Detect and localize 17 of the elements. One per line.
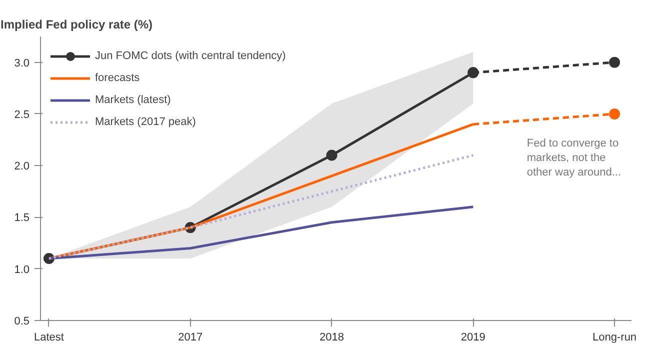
- chart-title: Implied Fed policy rate (%): [0, 18, 153, 32]
- legend-label: Jun FOMC dots (with central tendency): [95, 50, 286, 62]
- y-tick-label: 0.5: [14, 316, 30, 328]
- y-tick-label: 3.0: [14, 57, 30, 70]
- legend-label: forecasts: [95, 72, 140, 84]
- x-tick-label: 2018: [320, 332, 344, 344]
- y-tick-label: 2.0: [14, 160, 30, 173]
- x-tick-label: 2019: [460, 332, 486, 344]
- x-tick-label: Latest: [34, 332, 64, 344]
- x-tick-label: Long-run: [592, 332, 637, 344]
- x-tick-label: 2017: [178, 332, 203, 344]
- y-tick-label: 1.0: [14, 264, 30, 276]
- annotation: Fed to converge to markets, not the other way around...: [526, 138, 622, 178]
- y-tick-label: 2.5: [14, 108, 30, 121]
- y-tick-label: 1.5: [14, 212, 30, 224]
- legend-label: Markets (latest): [95, 94, 171, 106]
- legend-label: Markets (2017 peak): [95, 116, 196, 128]
